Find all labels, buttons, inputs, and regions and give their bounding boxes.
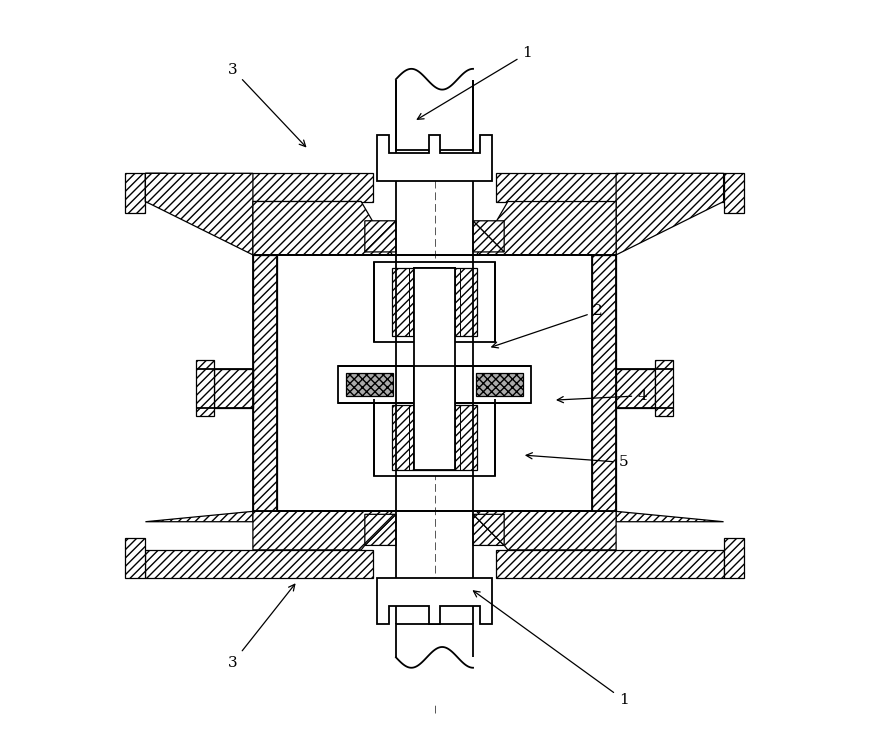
Polygon shape — [616, 511, 724, 522]
Bar — [414, 405, 455, 470]
Bar — [616, 369, 654, 408]
Bar — [395, 21, 474, 80]
Polygon shape — [376, 578, 493, 624]
Bar — [476, 373, 523, 396]
Bar — [253, 255, 276, 511]
Bar — [374, 400, 495, 475]
Bar — [124, 173, 145, 214]
Bar — [215, 369, 253, 408]
Polygon shape — [365, 221, 396, 252]
Bar — [654, 360, 673, 417]
Bar — [145, 550, 373, 578]
Bar — [346, 373, 393, 396]
Bar — [724, 173, 745, 214]
Polygon shape — [473, 221, 504, 252]
Polygon shape — [477, 202, 616, 255]
Text: 1: 1 — [417, 46, 532, 119]
Text: 4: 4 — [557, 388, 647, 403]
Bar — [414, 366, 455, 403]
Bar — [392, 269, 477, 336]
Bar — [392, 405, 477, 470]
Bar — [145, 173, 373, 202]
Bar — [593, 255, 616, 511]
Text: 1: 1 — [474, 591, 628, 707]
Bar — [496, 173, 724, 202]
Bar — [196, 360, 215, 417]
Bar — [396, 79, 473, 150]
Polygon shape — [473, 221, 504, 252]
Polygon shape — [145, 173, 362, 255]
Polygon shape — [365, 221, 396, 252]
Text: 2: 2 — [492, 304, 602, 348]
Polygon shape — [365, 514, 396, 545]
Bar — [338, 366, 531, 403]
Polygon shape — [365, 514, 396, 545]
Bar — [414, 366, 455, 470]
Polygon shape — [477, 511, 616, 550]
Bar — [724, 538, 745, 578]
Bar — [374, 263, 495, 342]
Polygon shape — [376, 135, 493, 181]
Polygon shape — [145, 511, 253, 522]
Bar — [124, 538, 145, 578]
Bar — [395, 658, 474, 702]
Text: 3: 3 — [228, 584, 295, 670]
Bar — [496, 550, 724, 578]
Bar — [396, 624, 473, 669]
Polygon shape — [616, 173, 724, 255]
Polygon shape — [253, 511, 392, 550]
Bar — [414, 269, 455, 336]
Polygon shape — [253, 202, 392, 255]
Polygon shape — [473, 514, 504, 545]
Bar — [414, 269, 455, 403]
Polygon shape — [473, 514, 504, 545]
Text: 5: 5 — [526, 452, 628, 469]
Polygon shape — [145, 173, 253, 255]
Text: 3: 3 — [228, 62, 306, 147]
